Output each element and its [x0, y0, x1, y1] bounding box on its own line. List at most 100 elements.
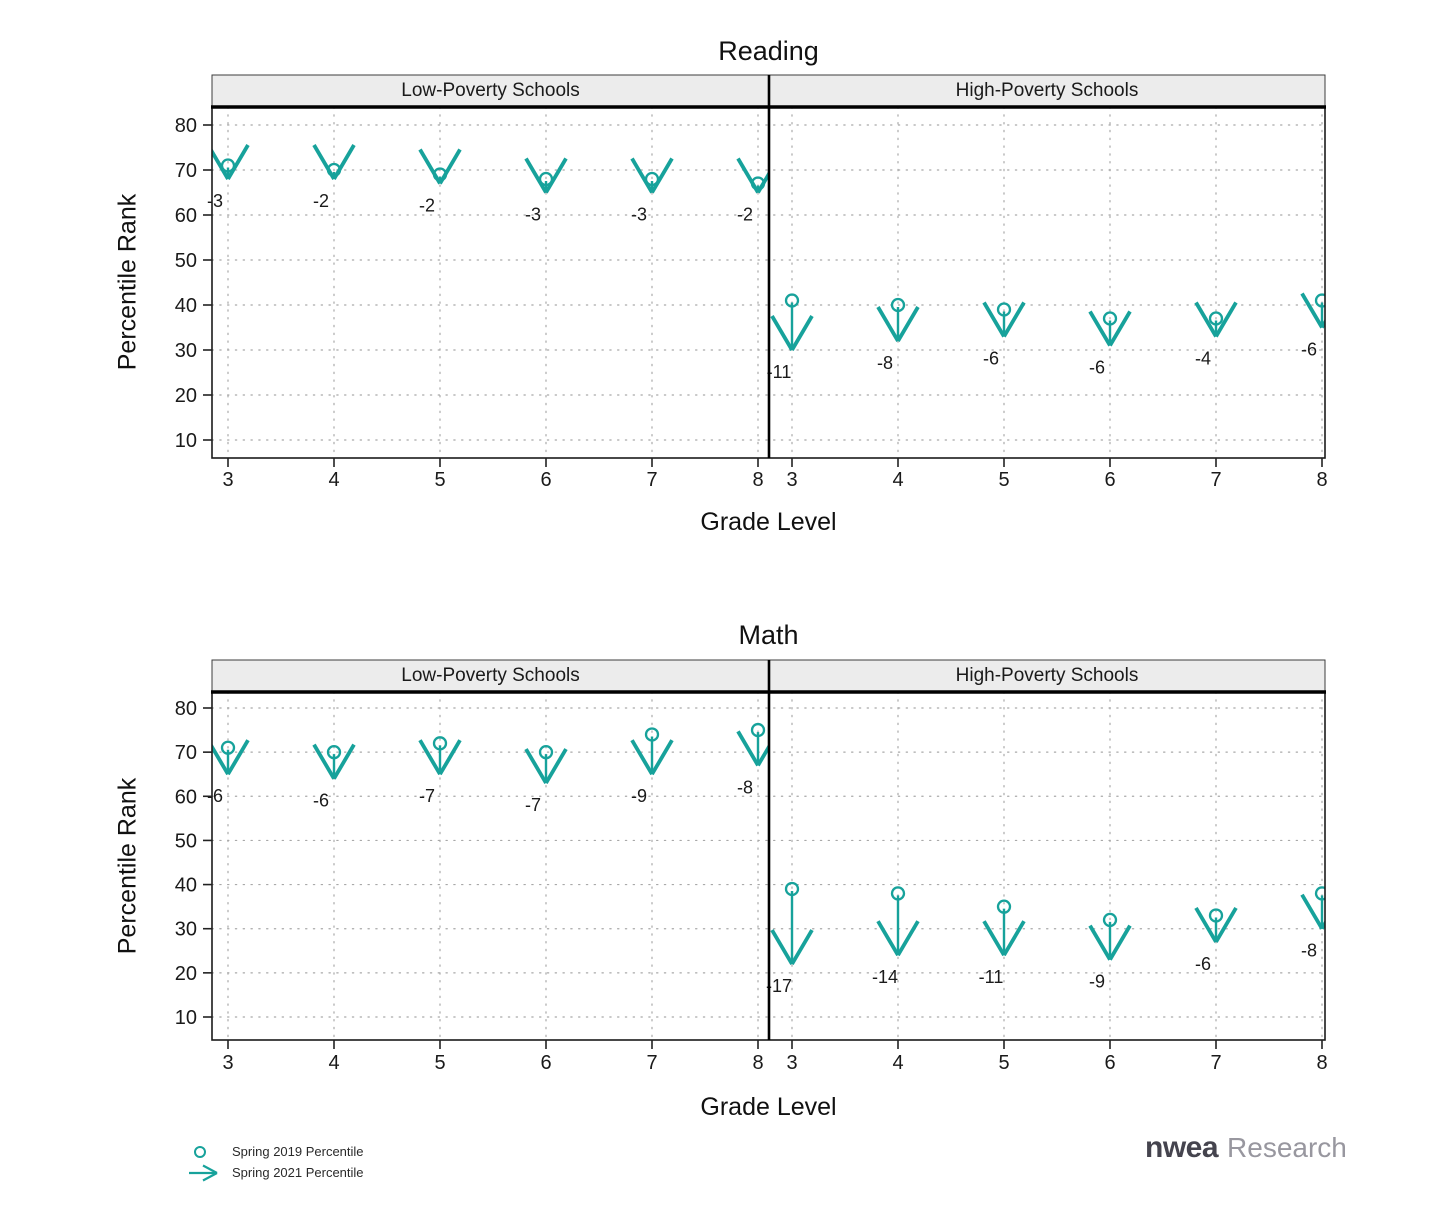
logo-brand-text: nwea	[1145, 1131, 1219, 1164]
y-tick-label: 60	[175, 786, 197, 808]
change-label: -6	[983, 349, 999, 369]
grade-6-marker	[1088, 310, 1132, 347]
y-tick-label: 80	[175, 698, 197, 720]
logo-suffix-text: Research	[1227, 1132, 1347, 1163]
x-tick-label: 7	[646, 1052, 657, 1074]
change-label: -7	[419, 786, 435, 806]
panel-markers	[212, 144, 769, 194]
change-label: -6	[1301, 340, 1317, 360]
x-tick-label: 5	[434, 469, 445, 491]
change-label: -11	[767, 362, 792, 382]
grade-4-marker	[876, 297, 920, 342]
x-tick-label: 8	[1316, 469, 1327, 491]
x-tick-label: 7	[1210, 469, 1221, 491]
x-tick-label: 8	[752, 1052, 763, 1074]
grade-8-marker	[1300, 886, 1325, 930]
change-label: -2	[313, 191, 329, 211]
grade-6-marker	[524, 157, 568, 194]
x-tick-label: 6	[1104, 469, 1115, 491]
x-tick-label: 4	[328, 1052, 339, 1074]
x-tick-label: 5	[998, 469, 1009, 491]
x-tick-label: 8	[1316, 1052, 1327, 1074]
grade-5-marker	[418, 148, 462, 185]
x-tick-label: 3	[786, 1052, 797, 1074]
math-low-poverty-header: Low-Poverty Schools	[401, 665, 580, 686]
change-label: -6	[207, 786, 223, 806]
change-label: -9	[1089, 972, 1105, 992]
change-label: -6	[1089, 358, 1105, 378]
math-x-axis-title: Grade Level	[700, 1093, 837, 1121]
reading-x-axis-title: Grade Level	[700, 508, 837, 536]
math-high-poverty-header: High-Poverty Schools	[955, 665, 1139, 686]
legend-spring-2021-label: Spring 2021 Percentile	[232, 1165, 364, 1180]
grade-5-marker	[982, 301, 1026, 338]
change-label: -7	[525, 795, 541, 815]
grade-4-marker	[312, 743, 356, 780]
y-tick-label: 70	[175, 742, 197, 764]
y-tick-label: 40	[175, 875, 197, 897]
panel-markers	[212, 722, 769, 785]
y-tick-label: 40	[175, 295, 197, 317]
grade-4-marker	[312, 144, 356, 180]
y-tick-label: 10	[175, 430, 197, 452]
panel-markers	[770, 292, 1325, 351]
x-tick-label: 3	[222, 469, 233, 491]
change-label: -2	[737, 205, 753, 225]
nwea-research-logo: nwea Research	[1145, 1131, 1347, 1165]
change-label: -3	[525, 205, 541, 225]
x-tick-label: 6	[540, 1052, 551, 1074]
reading-chart-title: Reading	[718, 36, 819, 66]
change-label: -8	[1301, 941, 1317, 961]
x-tick-label: 3	[222, 1052, 233, 1074]
change-label: -8	[737, 777, 753, 797]
x-tick-label: 3	[786, 469, 797, 491]
grade-3-marker	[770, 293, 814, 351]
change-label: -8	[877, 353, 893, 373]
panel-markers	[770, 881, 1325, 965]
grade-6-marker	[524, 744, 568, 785]
math-chart: -6 -6 -7 -7 -9 -8 -17 -14 -11 -9 -6 -8 10 20 30 40 50 60 7…	[175, 659, 1328, 1074]
y-tick-label: 50	[175, 250, 197, 272]
y-tick-label: 50	[175, 830, 197, 852]
y-tick-label: 20	[175, 963, 197, 985]
grade-7-marker	[630, 727, 674, 776]
reading-y-axis-title: Percentile Rank	[113, 193, 142, 371]
y-tick-label: 30	[175, 919, 197, 941]
change-label: -6	[1195, 954, 1211, 974]
reading-high-poverty-header: High-Poverty Schools	[955, 80, 1139, 101]
x-tick-label: 8	[752, 469, 763, 491]
change-label: -11	[979, 967, 1004, 987]
legend-arrow-icon	[189, 1164, 218, 1182]
legend-circle-icon	[194, 1146, 206, 1158]
grade-4-marker	[876, 886, 920, 957]
x-tick-label: 7	[1210, 1052, 1221, 1074]
legend-markers	[189, 1146, 218, 1182]
reading-low-poverty-header: Low-Poverty Schools	[401, 80, 580, 101]
change-label: -3	[631, 205, 647, 225]
change-label: -14	[872, 967, 898, 987]
change-label: -17	[766, 976, 792, 996]
grade-5-marker	[982, 899, 1026, 957]
change-label: -9	[631, 786, 647, 806]
x-tick-label: 6	[540, 469, 551, 491]
grade-3-marker	[212, 739, 250, 776]
y-tick-label: 20	[175, 385, 197, 407]
legend-spring-2019-label: Spring 2019 Percentile	[232, 1144, 364, 1159]
grade-5-marker	[418, 736, 462, 776]
math-chart-title: Math	[738, 620, 799, 650]
grade-8-marker	[1300, 292, 1325, 329]
y-tick-label: 30	[175, 340, 197, 362]
x-tick-label: 4	[328, 469, 339, 491]
x-tick-label: 6	[1104, 1052, 1115, 1074]
x-tick-label: 4	[892, 469, 903, 491]
grade-3-marker	[770, 881, 814, 965]
change-label: -3	[207, 191, 223, 211]
grade-7-marker	[1194, 301, 1238, 338]
change-label: -2	[419, 196, 435, 216]
change-label: -6	[313, 791, 329, 811]
change-label: -4	[1195, 349, 1211, 369]
y-tick-label: 60	[175, 205, 197, 227]
grade-8-marker	[736, 157, 769, 194]
grade-8-marker	[736, 722, 769, 767]
